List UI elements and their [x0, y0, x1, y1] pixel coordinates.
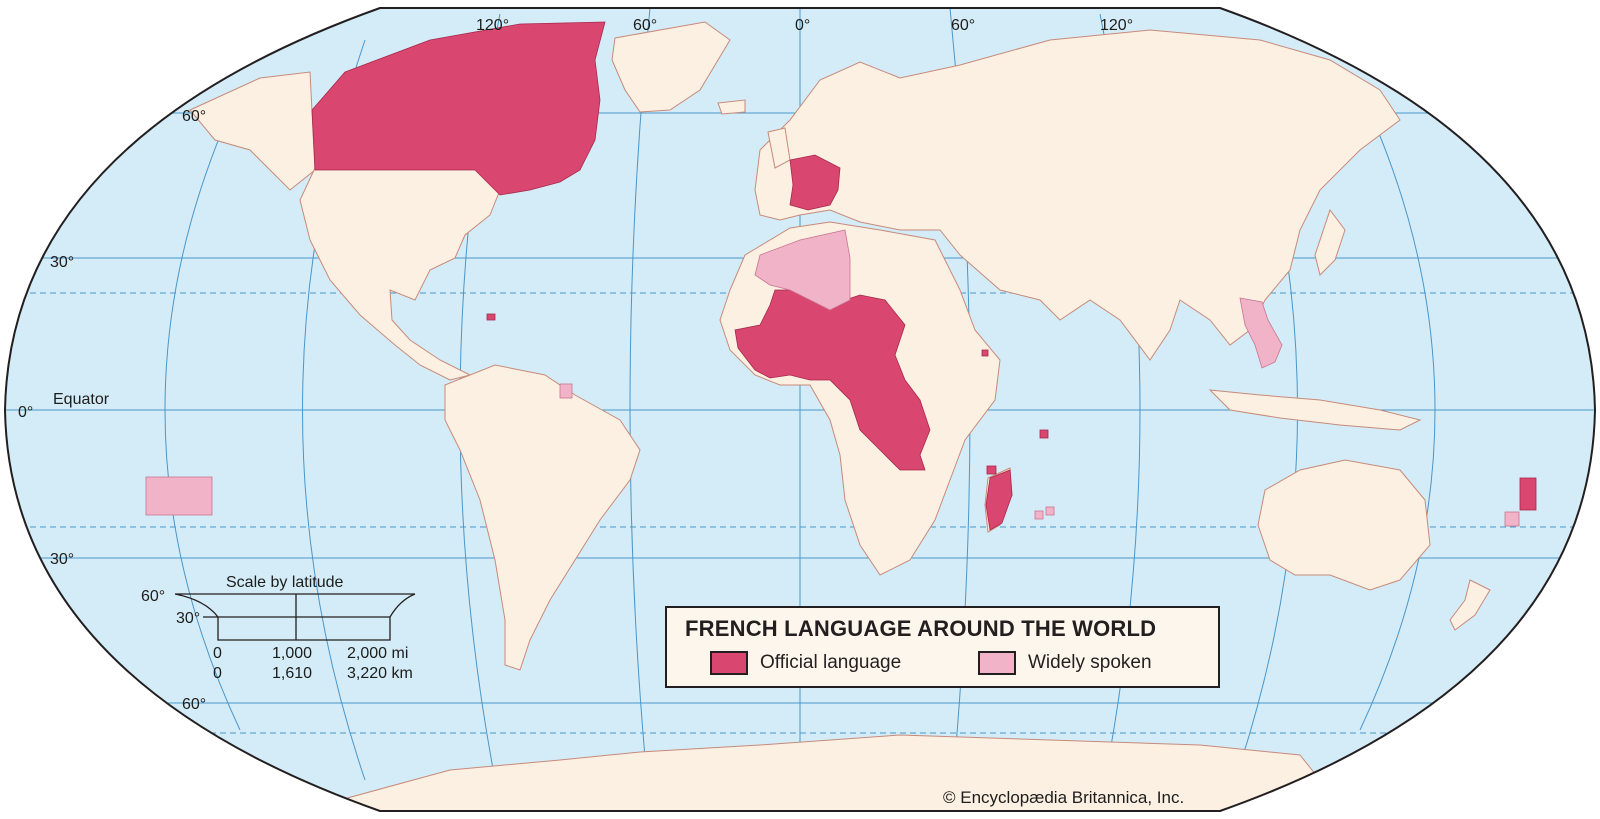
scale-km-0: 0 [213, 665, 222, 682]
longitude-label-120e: 120° [1100, 17, 1133, 34]
land-japan [1314, 208, 1346, 276]
longitude-label-0: 0° [795, 17, 810, 34]
land-iceland [717, 99, 746, 115]
legend-swatch-official [710, 651, 748, 675]
longitude-label-60e: 60° [951, 17, 975, 34]
region-seychelles [1039, 429, 1049, 439]
widely-spoken-regions [145, 229, 1520, 527]
land-eurasia [754, 29, 1401, 361]
legend-item-official: Official language [710, 650, 901, 676]
scale-title: Scale by latitude [226, 574, 344, 591]
legend-label-widely: Widely spoken [1028, 652, 1152, 673]
region-djibouti [981, 349, 989, 357]
region-comoros [986, 465, 997, 475]
region-vanuatu [1519, 477, 1537, 511]
landmasses [189, 21, 1491, 811]
land-australia [1257, 459, 1431, 591]
land-antarctica [339, 734, 1321, 811]
scale-lat60-label: 60° [141, 588, 165, 605]
land-alaska [189, 71, 316, 191]
region-france [789, 154, 841, 211]
region-french-guiana [559, 383, 573, 399]
scale-mi-2000: 2,000 mi [347, 645, 408, 662]
legend-item-widely: Widely spoken [978, 650, 1152, 676]
scale-km-3220: 3,220 km [347, 665, 413, 682]
scale-km-1610: 1,610 [272, 665, 312, 682]
scale-mi-1000: 1,000 [272, 645, 312, 662]
official-language-regions [311, 21, 1537, 531]
latitude-label-60n: 60° [182, 108, 206, 125]
region-new-caledonia [1504, 511, 1520, 527]
region-reunion [1045, 506, 1055, 516]
region-indochina [1239, 297, 1283, 369]
land-greenland [611, 21, 731, 113]
region-haiti [486, 313, 496, 321]
region-french-polynesia [145, 476, 213, 516]
scale-bar: Scale by latitude 60° 30° 0 1,000 2,000 … [141, 574, 416, 682]
scale-graphic [174, 593, 416, 641]
graticule-labels: 120° 60° 0° 60° 120° 60° 30° 0° Equator … [18, 17, 1133, 713]
latitude-label-0: 0° [18, 404, 33, 421]
region-canada [311, 21, 606, 196]
copyright-credit: © Encyclopædia Britannica, Inc. [943, 788, 1184, 807]
latitude-label-30n: 30° [50, 254, 74, 271]
region-madagascar [985, 469, 1013, 531]
scale-mi-0: 0 [213, 645, 222, 662]
map-title: FRENCH LANGUAGE AROUND THE WORLD [685, 616, 1157, 641]
longitude-label-120w: 120° [476, 17, 509, 34]
land-south-america [444, 364, 641, 671]
latitude-label-60s: 60° [182, 696, 206, 713]
legend-swatch-widely [978, 651, 1016, 675]
map-frame [3, 7, 1597, 812]
land-usa-mexico [299, 167, 501, 381]
equator-label: Equator [53, 391, 110, 408]
region-maghreb [754, 229, 851, 311]
legend-label-official: Official language [760, 652, 902, 673]
region-mauritius [1034, 510, 1044, 520]
land-indonesia [1208, 389, 1422, 431]
region-west-central-africa [734, 289, 931, 471]
latitude-label-30s: 30° [50, 551, 74, 568]
map-legend: FRENCH LANGUAGE AROUND THE WORLD Officia… [665, 606, 1220, 688]
land-new-zealand [1449, 579, 1491, 631]
scale-lat30-label: 30° [176, 610, 200, 627]
longitude-label-60w: 60° [633, 17, 657, 34]
